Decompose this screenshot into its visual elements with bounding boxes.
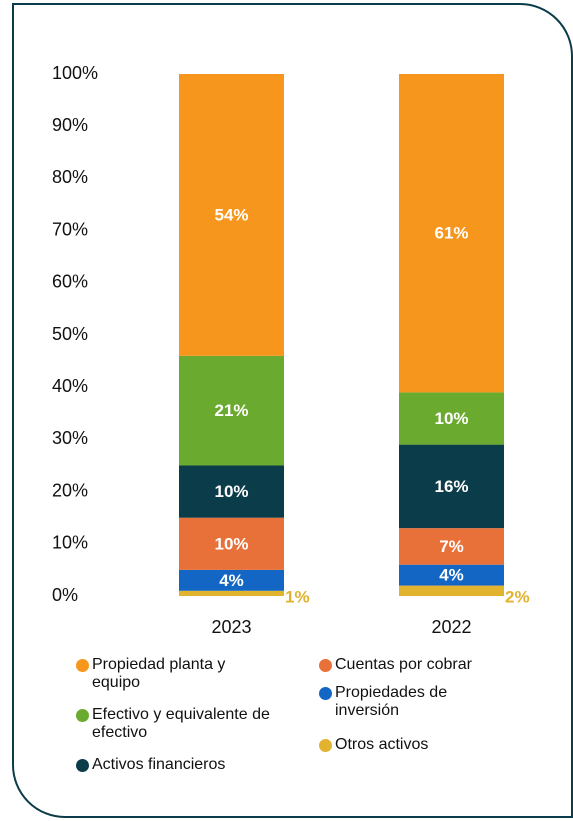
y-tick-label: 70% xyxy=(52,219,88,239)
legend-item: Activos financieros xyxy=(76,756,312,774)
value-label: 16% xyxy=(434,477,468,496)
value-label: 10% xyxy=(214,482,248,501)
legend-label: Efectivo y equivalente de efectivo xyxy=(92,706,270,741)
y-tick-label: 40% xyxy=(52,376,88,396)
bar-segment xyxy=(179,465,284,518)
x-tick-label: 2023 xyxy=(211,617,251,637)
bar-segment xyxy=(399,392,504,445)
value-label: 1% xyxy=(285,587,310,606)
value-label: 10% xyxy=(434,409,468,428)
legend-swatch xyxy=(76,709,89,722)
bar-segment xyxy=(179,569,284,591)
bar-segment xyxy=(399,585,504,596)
legend-item: Propiedad planta y equipo xyxy=(76,656,262,692)
bar-segment xyxy=(399,444,504,529)
y-tick-label: 100% xyxy=(52,63,98,83)
legend-label: Propiedades de inversión xyxy=(335,684,448,719)
bar-segment xyxy=(179,590,284,596)
y-tick-label: 30% xyxy=(52,428,88,448)
bar-segment xyxy=(399,74,504,393)
legend-item: Propiedades de inversión xyxy=(319,684,485,720)
value-label: 7% xyxy=(439,537,464,556)
y-tick-label: 20% xyxy=(52,480,88,500)
legend-swatch xyxy=(76,659,89,672)
y-tick-label: 0% xyxy=(52,585,78,605)
value-label: 2% xyxy=(505,587,530,606)
y-tick-label: 90% xyxy=(52,115,88,135)
value-label: 21% xyxy=(214,401,248,420)
legend-label: Propiedad planta y equipo xyxy=(92,656,226,691)
bar-segment xyxy=(179,74,284,356)
value-label: 10% xyxy=(214,534,248,553)
y-tick-label: 10% xyxy=(52,533,88,553)
value-label: 54% xyxy=(214,205,248,224)
y-tick-label: 50% xyxy=(52,324,88,344)
legend-item: Cuentas por cobrar xyxy=(319,656,555,674)
frame xyxy=(12,3,573,818)
legend-swatch xyxy=(319,687,332,700)
value-label: 61% xyxy=(434,224,468,243)
legend-swatch xyxy=(319,659,332,672)
y-tick-label: 80% xyxy=(52,167,88,187)
value-label: 4% xyxy=(219,571,244,590)
legend-label: Otros activos xyxy=(335,736,429,753)
x-tick-label: 2022 xyxy=(431,617,471,637)
legend-label: Cuentas por cobrar xyxy=(335,656,472,673)
bar-segment xyxy=(179,355,284,466)
bar-segment xyxy=(179,517,284,570)
legend-label: Activos financieros xyxy=(92,756,226,773)
bar-segment xyxy=(399,528,504,565)
legend-swatch xyxy=(319,739,332,752)
y-tick-label: 60% xyxy=(52,272,88,292)
legend-item: Efectivo y equivalente de efectivo xyxy=(76,706,292,742)
legend-swatch xyxy=(76,759,89,772)
bar-segment xyxy=(399,564,504,586)
legend-item: Otros activos xyxy=(319,736,555,754)
value-label: 4% xyxy=(439,566,464,585)
